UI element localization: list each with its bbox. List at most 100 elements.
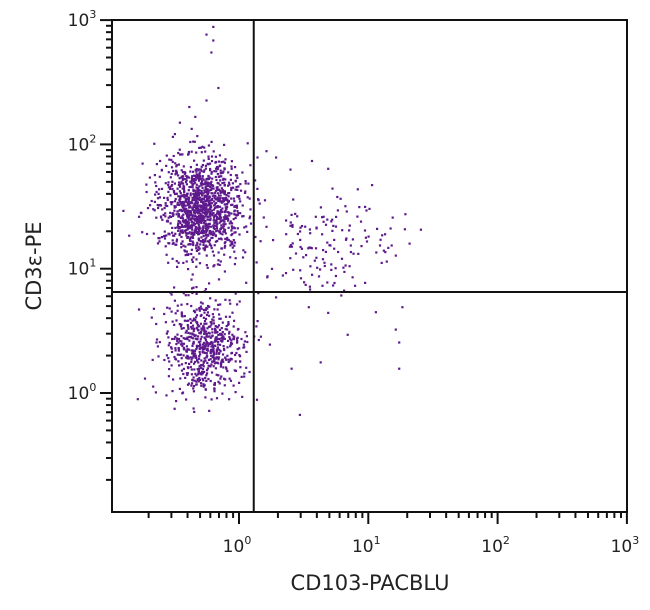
data-point xyxy=(198,174,201,177)
data-point xyxy=(233,213,236,216)
data-point xyxy=(189,321,193,324)
data-point xyxy=(180,335,183,338)
data-point xyxy=(248,370,251,374)
data-point xyxy=(390,244,393,247)
data-point xyxy=(220,224,223,227)
data-point xyxy=(196,221,199,224)
data-point xyxy=(203,195,206,198)
data-point xyxy=(198,325,201,328)
data-point xyxy=(180,303,183,306)
data-point xyxy=(195,292,198,295)
data-point xyxy=(340,294,343,297)
data-point xyxy=(175,343,178,346)
data-point xyxy=(243,346,246,349)
data-point xyxy=(234,188,237,191)
data-point xyxy=(207,157,210,160)
data-point xyxy=(202,385,205,388)
data-point xyxy=(291,225,294,228)
data-point xyxy=(216,217,219,220)
data-point xyxy=(368,207,371,210)
data-point xyxy=(170,293,173,296)
data-point xyxy=(193,196,196,199)
data-point xyxy=(210,188,213,191)
data-point xyxy=(211,328,214,331)
data-point xyxy=(197,329,200,332)
data-point xyxy=(160,169,163,172)
data-point xyxy=(191,352,194,355)
data-point xyxy=(201,377,204,380)
data-point xyxy=(191,379,194,382)
data-point xyxy=(231,182,234,185)
plot-frame xyxy=(111,19,628,513)
data-point xyxy=(226,328,229,331)
data-point xyxy=(224,215,227,219)
data-point xyxy=(204,351,207,355)
data-point xyxy=(217,237,221,240)
data-point xyxy=(187,189,190,192)
data-point xyxy=(240,375,243,378)
data-point xyxy=(193,193,197,196)
data-point xyxy=(205,212,209,215)
data-point xyxy=(195,151,198,154)
data-point xyxy=(213,308,216,311)
data-point xyxy=(223,143,226,146)
data-point xyxy=(178,203,181,207)
data-point xyxy=(186,175,189,178)
data-point xyxy=(213,344,216,347)
data-point xyxy=(201,348,204,351)
data-point xyxy=(236,328,239,331)
data-point xyxy=(192,192,195,196)
data-point xyxy=(204,227,207,230)
data-point xyxy=(186,357,189,360)
data-point xyxy=(221,331,224,334)
data-point xyxy=(214,331,217,334)
data-point xyxy=(200,359,203,362)
data-point xyxy=(169,176,172,179)
data-point xyxy=(193,219,196,222)
data-point xyxy=(239,366,242,369)
data-point xyxy=(187,221,190,224)
x-tick-label: 103 xyxy=(611,534,640,557)
data-point xyxy=(244,182,247,185)
data-point xyxy=(188,362,191,365)
data-point xyxy=(208,195,211,198)
data-point xyxy=(219,377,222,380)
data-point xyxy=(200,170,203,173)
data-point xyxy=(171,188,174,191)
data-point xyxy=(173,192,177,196)
data-point xyxy=(214,325,217,328)
data-point xyxy=(210,244,213,247)
data-point xyxy=(222,366,225,369)
data-point xyxy=(199,322,202,325)
data-point xyxy=(214,203,217,206)
data-point xyxy=(226,217,229,220)
data-point xyxy=(196,204,199,207)
data-point xyxy=(209,212,212,216)
data-point xyxy=(221,353,225,356)
data-point xyxy=(387,246,390,249)
data-point xyxy=(223,203,226,206)
data-point xyxy=(216,347,220,350)
data-point xyxy=(177,341,180,344)
data-point xyxy=(188,335,191,338)
data-point xyxy=(182,188,186,191)
data-point xyxy=(191,291,194,295)
data-point xyxy=(289,224,292,227)
data-point xyxy=(215,220,218,223)
data-point xyxy=(193,198,196,201)
data-point xyxy=(190,179,193,182)
data-point xyxy=(184,181,188,184)
data-point xyxy=(348,265,351,268)
data-point xyxy=(208,332,211,335)
data-point xyxy=(185,350,188,353)
data-point xyxy=(290,213,293,216)
data-point xyxy=(232,325,235,328)
data-point xyxy=(176,304,179,307)
data-point xyxy=(192,243,195,247)
data-point xyxy=(146,207,150,210)
data-point xyxy=(189,192,192,195)
data-point xyxy=(220,337,223,340)
data-point xyxy=(219,363,223,366)
data-point xyxy=(228,183,231,186)
data-point xyxy=(229,244,232,247)
